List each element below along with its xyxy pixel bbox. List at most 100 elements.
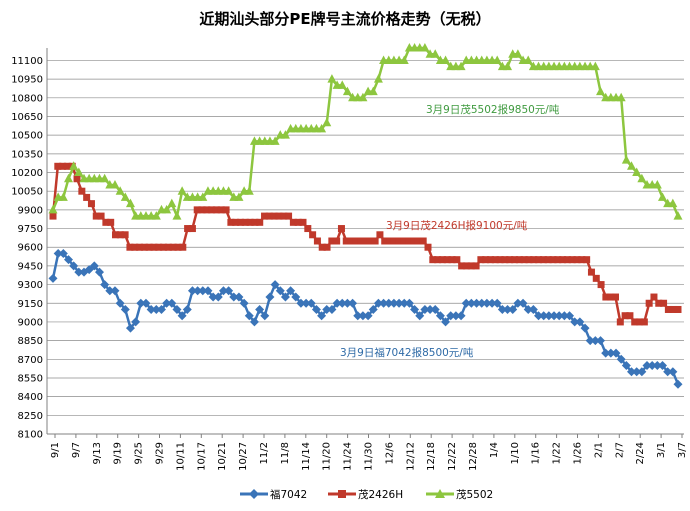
data-point [270, 136, 280, 145]
data-point [203, 206, 211, 214]
data-point [632, 367, 642, 377]
data-point [322, 117, 332, 127]
data-point [160, 243, 168, 251]
data-point [362, 237, 369, 245]
data-point [289, 218, 297, 226]
data-point [286, 286, 296, 296]
data-point [544, 256, 552, 264]
data-point [467, 262, 475, 270]
x-tick-label: 2/24 [635, 442, 646, 464]
y-tick-label: 10800 [11, 93, 43, 104]
square-marker-icon [338, 490, 346, 498]
data-point [164, 243, 172, 251]
data-point [668, 198, 678, 208]
data-point [607, 293, 615, 301]
x-tick-label: 2/7 [614, 442, 625, 458]
data-point [523, 304, 533, 314]
data-point [640, 318, 648, 326]
data-point [394, 298, 404, 308]
data-point [549, 256, 557, 264]
data-point [513, 298, 523, 308]
data-point [203, 286, 213, 296]
y-tick-label: 9600 [18, 243, 43, 254]
data-point [420, 304, 430, 314]
x-tick-label: 9/1 [50, 442, 61, 458]
data-point [322, 304, 332, 314]
data-point [503, 304, 513, 314]
data-point [456, 61, 466, 71]
data-point [357, 237, 365, 245]
data-point [456, 311, 466, 321]
x-tick-label: 12/22 [447, 442, 458, 471]
data-point [348, 298, 358, 308]
legend-item-mao2426h: 茂2426H [328, 488, 403, 501]
data-point [261, 212, 269, 220]
data-point [515, 256, 523, 264]
data-point [410, 237, 418, 245]
x-axis: 9/1 9/7 9/13 9/19 9/25 9/29 10/11 10/17 10/21 10/… [47, 433, 688, 471]
data-point [590, 336, 600, 346]
data-point [511, 256, 519, 264]
data-point [48, 273, 58, 283]
data-point [637, 173, 647, 183]
data-point [366, 237, 374, 245]
y-tick-label: 9450 [18, 261, 43, 272]
data-point [275, 286, 285, 296]
data-point [150, 243, 158, 251]
data-point [311, 304, 321, 314]
data-point [658, 361, 668, 371]
data-point [198, 192, 208, 201]
data-point [251, 218, 259, 226]
data-point [333, 237, 341, 245]
series-福7042 [48, 248, 683, 389]
data-point [414, 237, 422, 245]
data-point [74, 167, 84, 177]
data-point [513, 49, 523, 58]
data-point [246, 218, 254, 226]
data-point [663, 367, 673, 377]
data-point [508, 304, 518, 314]
data-point [664, 305, 672, 313]
data-point [404, 298, 414, 308]
data-point [592, 274, 600, 282]
data-point [193, 206, 201, 214]
data-point [182, 304, 192, 314]
y-tick-label: 9150 [18, 299, 43, 310]
data-point [535, 256, 543, 264]
data-point [275, 212, 283, 220]
data-point [674, 305, 682, 313]
data-point [241, 218, 249, 226]
data-point [358, 311, 368, 321]
data-point [601, 348, 611, 358]
data-point [616, 354, 626, 364]
data-point [405, 237, 413, 245]
data-point [140, 243, 148, 251]
data-point [420, 43, 430, 52]
data-point [318, 243, 326, 251]
data-point [612, 293, 619, 301]
data-point [198, 286, 208, 296]
data-point [229, 292, 239, 302]
data-point [317, 311, 327, 321]
y-tick-label: 9000 [18, 317, 43, 328]
data-point [399, 55, 409, 64]
data-point [184, 225, 192, 233]
x-tick-label: 9/25 [134, 442, 145, 464]
data-point [632, 167, 642, 177]
y-tick-label: 9300 [18, 280, 43, 291]
data-point [100, 280, 110, 290]
data-point [107, 218, 115, 226]
data-point [544, 311, 554, 321]
data-point [596, 86, 606, 96]
data-point [222, 206, 230, 214]
data-point [155, 243, 163, 251]
data-point [381, 237, 389, 245]
data-point [443, 256, 451, 264]
data-point [559, 311, 569, 321]
data-point [97, 212, 105, 220]
data-point [328, 237, 336, 245]
data-point [389, 298, 399, 308]
y-axis: 8100 8250 8400 8550 8700 8850 9000 9150 9300 9450… [11, 48, 48, 441]
data-point [265, 292, 275, 302]
